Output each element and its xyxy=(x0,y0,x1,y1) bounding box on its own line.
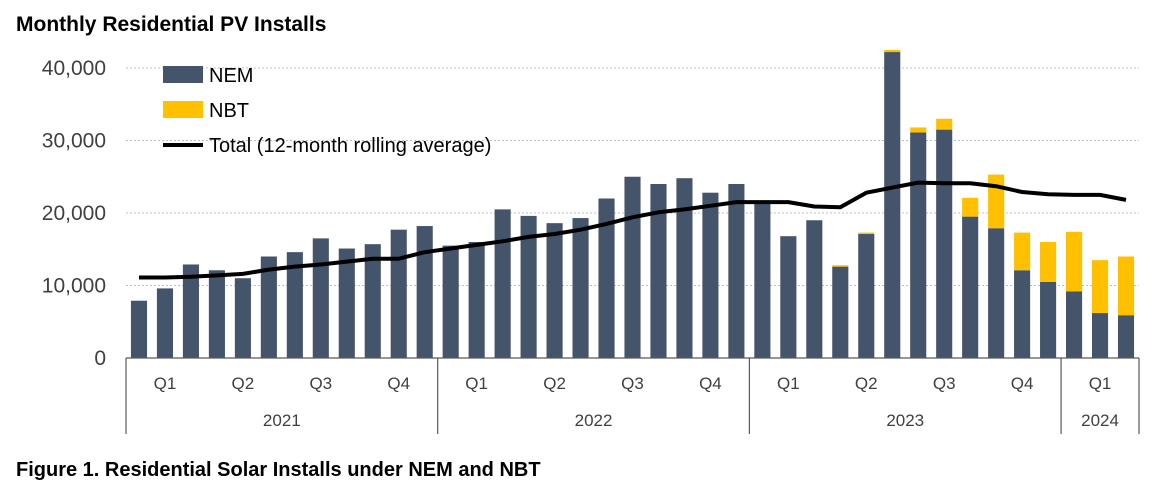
axes: 0 10,000 20,000 30,000 40,000 Q1 Q2 Q3 Q4 Q1 Q2 Q3 Q… xyxy=(42,57,1140,434)
bar-nem xyxy=(1014,270,1031,358)
bar-nem xyxy=(520,215,537,358)
bar-nem xyxy=(312,238,329,358)
x-quarter-label: Q4 xyxy=(1011,374,1034,393)
legend: NEM NBT Total (12-month rolling average) xyxy=(163,65,491,157)
bar-nem xyxy=(702,192,719,358)
bar-nem xyxy=(988,228,1005,358)
bar-nem xyxy=(962,216,979,358)
bar-nem xyxy=(234,278,251,358)
bar-nem xyxy=(936,129,953,358)
bar-nem xyxy=(1117,315,1135,358)
x-quarter-label: Q3 xyxy=(621,374,644,393)
x-quarter-label: Q2 xyxy=(855,374,878,393)
bar-nem xyxy=(1091,313,1109,358)
bar-nbt xyxy=(1066,231,1083,292)
bar-nem xyxy=(156,288,174,358)
bar-nbt xyxy=(988,174,1005,229)
bar-nem xyxy=(858,234,875,358)
bars xyxy=(130,49,1135,359)
bar-nem xyxy=(754,202,771,358)
bar-nem xyxy=(572,218,589,358)
bar-nbt xyxy=(858,232,875,235)
chart-title: Monthly Residential PV Installs xyxy=(16,13,327,36)
bar-nbt xyxy=(1040,242,1057,282)
bar-nbt xyxy=(962,197,979,217)
rolling-average-line xyxy=(139,180,1127,280)
y-tick-label: 20,000 xyxy=(42,202,106,225)
x-quarter-label: Q1 xyxy=(154,374,177,393)
bar-nem xyxy=(494,209,511,358)
bar-nbt xyxy=(910,127,927,133)
bar-nem xyxy=(676,178,693,358)
legend-label-nem: NEM xyxy=(209,65,253,87)
bar-nem xyxy=(390,229,407,358)
x-quarter-label: Q4 xyxy=(387,374,410,393)
bar-nem xyxy=(806,220,823,358)
bar-nem xyxy=(650,184,667,358)
bar-nem xyxy=(598,198,615,358)
legend-swatch-nem xyxy=(163,66,203,83)
bar-nem xyxy=(182,264,199,358)
line-total-rolling-average xyxy=(139,180,1127,280)
bar-nem xyxy=(546,223,563,358)
bar-nbt xyxy=(884,49,901,53)
bar-nem xyxy=(416,226,433,358)
x-quarter-label: Q3 xyxy=(309,374,332,393)
x-year-label: 2023 xyxy=(886,411,924,430)
bar-nem xyxy=(208,270,225,358)
x-quarter-label: Q3 xyxy=(933,374,956,393)
bar-nem xyxy=(130,300,148,358)
bar-nem xyxy=(1066,291,1083,358)
bar-nbt xyxy=(936,118,953,130)
bar-nem xyxy=(338,248,355,358)
x-quarter-label: Q4 xyxy=(699,374,722,393)
x-year-label: 2022 xyxy=(575,411,613,430)
bar-nbt xyxy=(1091,260,1109,314)
bar-nem xyxy=(624,176,641,358)
bar-nem xyxy=(1040,281,1057,358)
y-tick-label: 40,000 xyxy=(42,57,106,80)
legend-label-total: Total (12-month rolling average) xyxy=(209,135,491,157)
bar-nem xyxy=(442,245,459,358)
x-quarter-label: Q1 xyxy=(777,374,800,393)
bar-nbt xyxy=(1117,256,1135,316)
bar-nem xyxy=(728,184,745,358)
chart: 0 10,000 20,000 30,000 40,000 Q1 Q2 Q3 Q4 Q1 Q2 Q3 Q… xyxy=(42,49,1140,434)
x-year-label: 2021 xyxy=(263,411,301,430)
bar-nem xyxy=(286,252,303,358)
bar-nbt xyxy=(832,265,849,267)
bar-nem xyxy=(780,236,797,358)
y-tick-label: 10,000 xyxy=(42,275,106,298)
y-tick-label: 30,000 xyxy=(42,130,106,153)
y-tick-label: 0 xyxy=(94,347,106,370)
x-quarter-label: Q2 xyxy=(543,374,566,393)
bar-nem xyxy=(832,266,849,358)
bar-nbt xyxy=(1014,232,1031,271)
legend-swatch-nbt xyxy=(163,101,203,118)
bar-nem xyxy=(884,52,901,359)
figure-caption: Figure 1. Residential Solar Installs und… xyxy=(16,459,541,481)
x-year-label: 2024 xyxy=(1081,411,1119,430)
x-quarter-label: Q1 xyxy=(1089,374,1112,393)
bar-nem xyxy=(364,244,381,358)
bar-nem xyxy=(910,132,927,358)
bar-nem xyxy=(468,242,485,358)
x-quarter-label: Q2 xyxy=(232,374,255,393)
bar-nem xyxy=(260,256,277,358)
x-quarter-label: Q1 xyxy=(465,374,488,393)
legend-label-nbt: NBT xyxy=(209,100,249,122)
